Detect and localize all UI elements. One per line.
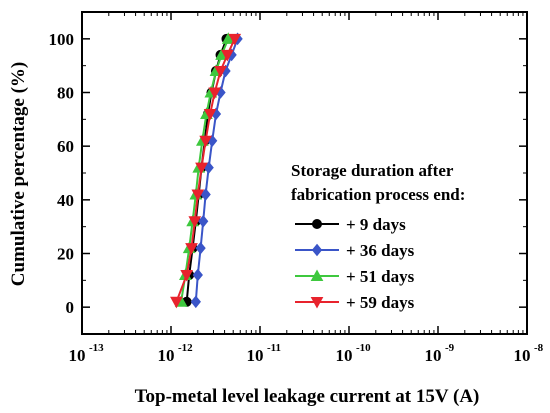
legend-items: + 9 days + 36 days + 51 days + 59 days (295, 215, 415, 312)
series-layer (170, 32, 243, 309)
y-tick-label: 60 (57, 137, 74, 156)
data-point (228, 33, 242, 46)
data-point (214, 66, 227, 78)
legend-marker (310, 297, 324, 309)
y-tick-label: 40 (57, 191, 74, 210)
legend-marker (311, 243, 323, 257)
series-4 (170, 33, 242, 309)
x-tick-label-exponent: -8 (534, 342, 544, 354)
data-point (170, 296, 183, 309)
legend-label: + 51 days (346, 267, 415, 286)
legend-label: + 9 days (346, 215, 406, 234)
y-axis-title: Cumulative percentage (%) (8, 62, 29, 286)
x-tick-label: 10 (158, 346, 175, 365)
x-tick-label-exponent: -12 (178, 342, 193, 354)
x-tick-label-exponent: -9 (445, 342, 455, 354)
y-tick-label: 100 (49, 30, 75, 49)
y-tick-label: 80 (57, 84, 74, 103)
data-point (200, 188, 211, 201)
data-point (185, 243, 198, 255)
x-tick-label: 10 (247, 346, 264, 365)
data-point (192, 268, 203, 282)
legend-title-line-1: Storage duration after (291, 161, 454, 180)
data-point (195, 241, 206, 255)
data-point (198, 215, 209, 228)
y-tick-label: 20 (57, 245, 74, 264)
x-axis-title: Top-metal level leakage current at 15V (… (135, 386, 480, 407)
x-tick-label-exponent: -10 (356, 342, 371, 354)
legend-marker (310, 269, 324, 281)
x-tick-label-exponent: -13 (89, 342, 104, 354)
data-point (203, 108, 217, 121)
x-tick-label-exponent: -11 (267, 342, 281, 354)
legend-label: + 36 days (346, 241, 415, 260)
data-point (191, 189, 205, 202)
x-tick-label: 10 (514, 346, 531, 365)
x-tick-label: 10 (336, 346, 353, 365)
y-tick-label: 0 (66, 298, 75, 317)
legend-label: + 59 days (346, 293, 415, 312)
legend-marker (312, 219, 322, 229)
data-point (199, 135, 212, 148)
x-tick-label: 10 (69, 346, 86, 365)
data-point (195, 162, 208, 175)
x-tick-label: 10 (425, 346, 442, 365)
data-point (188, 216, 202, 228)
data-point (180, 269, 194, 282)
data-point (208, 87, 222, 100)
legend-title-line-2: fabrication process end: (291, 185, 465, 204)
data-point (221, 49, 234, 62)
legend: Storage duration after fabrication proce… (291, 161, 465, 312)
data-point (190, 295, 201, 309)
